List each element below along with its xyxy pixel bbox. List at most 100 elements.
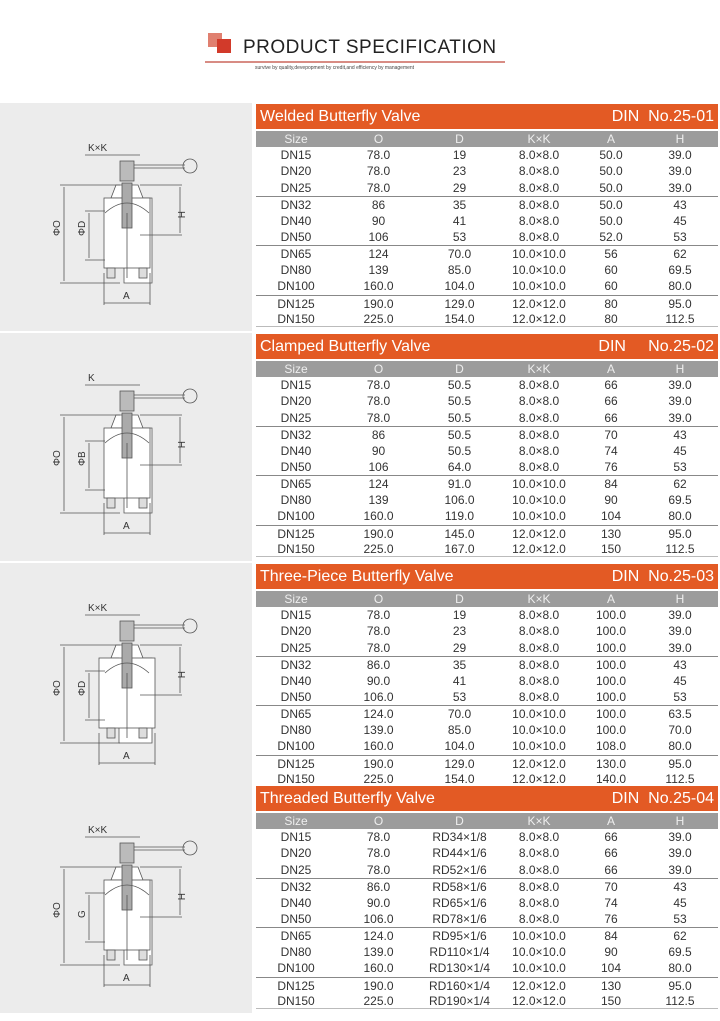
dimension-label-inner: G [77, 910, 88, 918]
column-header: D [455, 132, 464, 146]
table-cell: DN150 [277, 771, 315, 786]
table-row: DN50 106 64.0 8.0×8.0 76 53 [256, 459, 718, 475]
table-cell: 190.0 [363, 756, 394, 771]
table-row: DN50 106.0 RD78×1/6 8.0×8.0 76 53 [256, 911, 718, 927]
table-cell: 190.0 [363, 296, 394, 311]
table-cell: 225.0 [363, 311, 394, 326]
table-row: DN25 78.0 29 8.0×8.0 50.0 39.0 [256, 180, 718, 196]
table-cell: 12.0×12.0 [512, 541, 566, 556]
table-cell: 8.0×8.0 [518, 459, 560, 474]
table-cell: 112.5 [665, 993, 695, 1008]
table-cell: 10.0×10.0 [512, 944, 566, 959]
table-cell: 50.5 [447, 443, 472, 458]
column-header: D [455, 592, 464, 606]
valve-section: K×K ΦO ΦD H A Welded Butterfly Valve DIN… [0, 103, 720, 331]
table-cell: 10.0×10.0 [512, 961, 566, 976]
table-cell: 124.0 [363, 707, 394, 722]
table-cell: 53 [673, 911, 687, 926]
table-row: DN32 86 50.5 8.0×8.0 70 43 [256, 426, 718, 442]
standard-number: DIN No.25-04 [611, 790, 714, 807]
table-cell: 100.0 [595, 624, 627, 639]
table-cell: 39.0 [668, 862, 692, 877]
table-cell: DN50 [280, 459, 312, 474]
valve-section: K×K ΦO G H A Threaded Butterfly Valve DI… [0, 785, 720, 1013]
dimension-label-inner: ΦD [77, 221, 88, 236]
table-cell: DN25 [280, 180, 312, 195]
table-row: DN125 190.0 129.0 12.0×12.0 130.0 95.0 [256, 754, 718, 771]
table-cell: RD65×1/6 [432, 895, 487, 910]
table-cell: 19 [452, 148, 467, 162]
table-cell: RD190×1/4 [428, 993, 491, 1008]
table-cell: 129.0 [444, 756, 475, 771]
table-cell: DN125 [277, 296, 315, 311]
column-header: H [675, 362, 685, 376]
table-cell: 66 [604, 394, 618, 409]
table-cell: 10.0×10.0 [512, 262, 566, 277]
table-cell: 139.0 [363, 944, 394, 959]
table-cell: DN25 [280, 640, 312, 655]
table-cell: DN15 [280, 378, 312, 392]
table-cell: 64.0 [447, 459, 472, 474]
table-cell: 66 [604, 862, 618, 877]
table-cell: 69.5 [668, 492, 692, 507]
column-header: A [606, 132, 615, 146]
table-cell: 95.0 [668, 756, 692, 771]
table-row: DN15 78.0 19 8.0×8.0 50.0 39.0 [256, 147, 718, 163]
table-cell: 50.5 [447, 410, 472, 425]
table-cell: 80.0 [668, 739, 692, 754]
table-cell: 69.5 [668, 262, 692, 277]
table-row: DN80 139.0 85.0 10.0×10.0 100.0 70.0 [256, 722, 718, 738]
table-cell: 130 [600, 526, 622, 541]
valve-diagram: K ΦO ΦB H A [0, 333, 252, 561]
table-cell: 8.0×8.0 [518, 180, 560, 195]
table-cell: DN80 [280, 944, 312, 959]
table-cell: RD130×1/4 [428, 961, 491, 976]
table-cell: DN125 [277, 978, 315, 993]
table-cell: 85.0 [447, 722, 472, 737]
table-cell: 190.0 [363, 978, 394, 993]
table-cell: 100.0 [595, 640, 627, 655]
table-cell: 90 [604, 492, 618, 507]
table-row: DN25 78.0 50.5 8.0×8.0 66 39.0 [256, 410, 718, 426]
table-cell: 50.0 [599, 148, 623, 162]
table-cell: 100.0 [595, 722, 627, 737]
table-cell: 53 [673, 689, 687, 704]
table-row: DN20 78.0 RD44×1/6 8.0×8.0 66 39.0 [256, 845, 718, 861]
table-cell: 8.0×8.0 [518, 830, 560, 844]
table-cell: RD110×1/4 [429, 944, 490, 959]
table-cell: 86 [371, 428, 386, 443]
table-row: DN40 90 50.5 8.0×8.0 74 45 [256, 443, 718, 459]
table-cell: 8.0×8.0 [518, 689, 560, 704]
table-row: DN40 90.0 RD65×1/6 8.0×8.0 74 45 [256, 895, 718, 911]
table-cell: 139 [368, 262, 389, 277]
table-cell: 106.0 [363, 911, 394, 926]
table-cell: 12.0×12.0 [512, 756, 566, 771]
table-cell: 160.0 [363, 739, 394, 754]
table-row: DN20 78.0 23 8.0×8.0 100.0 39.0 [256, 623, 718, 639]
table-cell: 124 [368, 477, 389, 492]
table-row: DN32 86 35 8.0×8.0 50.0 43 [256, 196, 718, 212]
dimension-label-height: H [175, 893, 186, 900]
table-cell: DN40 [280, 895, 312, 910]
table-cell: DN65 [280, 247, 312, 262]
table-cell: 60 [604, 262, 618, 277]
table-cell: 145.0 [444, 526, 475, 541]
table-cell: 23 [452, 624, 467, 639]
table-cell: 69.5 [668, 944, 692, 959]
table-cell: 160.0 [363, 279, 394, 294]
column-header: O [373, 814, 384, 828]
table-cell: 39.0 [668, 624, 692, 639]
table-cell: 130.0 [595, 756, 627, 771]
table-row: DN150 225.0 167.0 12.0×12.0 150 112.5 [256, 541, 718, 558]
table-cell: 23 [452, 164, 467, 179]
table-row: DN25 78.0 29 8.0×8.0 100.0 39.0 [256, 640, 718, 656]
table-cell: DN32 [280, 198, 312, 213]
table-cell: DN50 [280, 689, 312, 704]
table-header: Size O D K×K A H [256, 361, 718, 377]
table-cell: 84 [604, 929, 618, 944]
table-cell: 8.0×8.0 [518, 608, 560, 622]
table-cell: 12.0×12.0 [512, 993, 566, 1008]
page-title: PRODUCT SPECIFICATION [243, 37, 497, 58]
table-cell: DN40 [280, 213, 312, 228]
table-row: DN100 160.0 104.0 10.0×10.0 60 80.0 [256, 278, 718, 294]
